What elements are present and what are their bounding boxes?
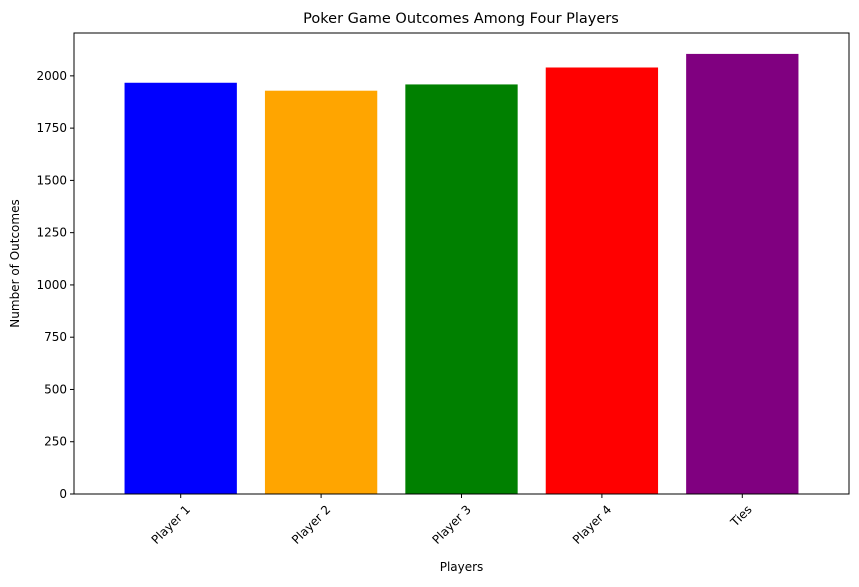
y-tick-label: 0 — [59, 487, 67, 501]
y-tick-label: 250 — [44, 435, 67, 449]
y-tick-label: 1000 — [36, 278, 67, 292]
x-axis-label: Players — [440, 560, 484, 574]
y-axis-label: Number of Outcomes — [8, 199, 22, 327]
bar-player-4 — [545, 67, 659, 495]
bar-player-3 — [405, 84, 518, 495]
y-tick-label: 2000 — [36, 69, 67, 83]
x-tick-label: Player 1 — [149, 502, 193, 546]
x-tick-label: Player 3 — [429, 502, 473, 546]
y-axis: 0 250 500 750 1000 1250 1500 1750 2000 — [36, 69, 74, 501]
y-tick-label: 1500 — [36, 173, 67, 187]
x-axis: Player 1 Player 2 Player 3 Player 4 Ties — [149, 494, 755, 547]
y-tick-label: 500 — [44, 382, 67, 396]
y-tick-label: 1750 — [36, 121, 67, 135]
x-tick-label: Ties — [727, 502, 755, 530]
plot-frame — [73, 32, 850, 495]
bars — [124, 53, 799, 495]
y-tick-label: 1250 — [36, 226, 67, 240]
x-tick-label: Player 4 — [570, 502, 614, 546]
bar-ties — [686, 53, 799, 494]
bar-player-2 — [264, 90, 378, 494]
chart-title: Poker Game Outcomes Among Four Players — [303, 11, 619, 27]
y-tick-label: 750 — [44, 330, 67, 344]
x-tick-label: Player 2 — [289, 502, 333, 546]
bar-player-1 — [124, 82, 237, 494]
